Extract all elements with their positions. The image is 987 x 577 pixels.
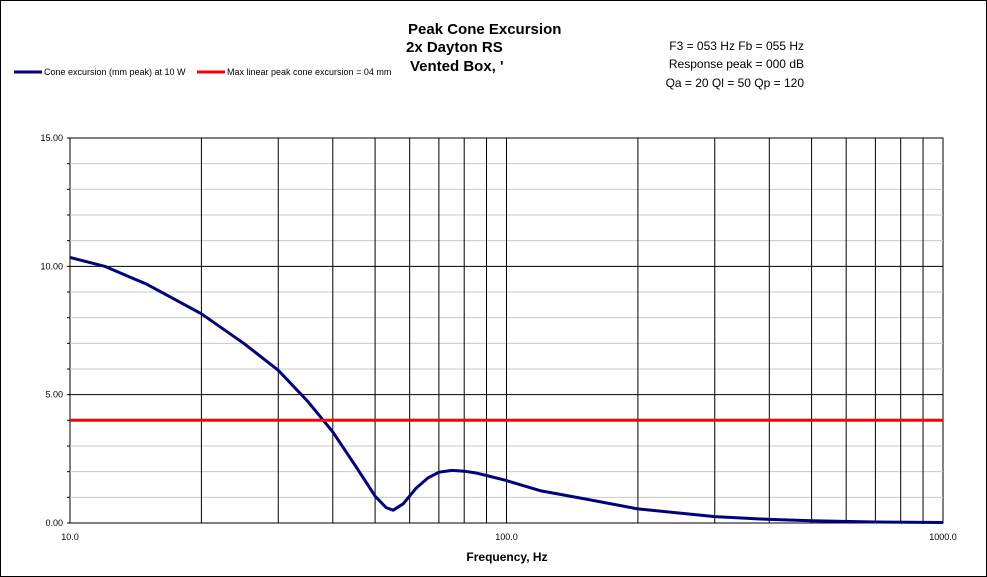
series-0-point (278, 370, 279, 371)
x-tick-label: 10.0 (61, 532, 79, 542)
series-0-point (714, 516, 715, 517)
series-0-point (375, 496, 376, 497)
series-0-point (451, 470, 452, 471)
y-tick-label: 0.00 (45, 518, 63, 528)
series-0-point (332, 431, 333, 432)
series-0-point (637, 508, 638, 509)
series-0-point (243, 343, 244, 344)
chart-title-line-3: Vented Box, ' (410, 58, 504, 75)
legend-label-max-linear: Max linear peak cone excursion = 04 mm (227, 67, 391, 77)
x-tick-label: 1000.0 (929, 532, 957, 542)
series-0-point (475, 472, 476, 473)
series-1-point (943, 420, 944, 421)
x-axis-title: Frequency, Hz (466, 550, 547, 564)
series-0-point (438, 472, 439, 473)
series-0-point (393, 510, 394, 511)
info-line-2: Response peak = 000 dB (668, 57, 804, 71)
info-line-3: Qa = 20 Ql = 50 Qp = 120 (665, 76, 804, 90)
y-tick-label: 10.00 (40, 261, 63, 271)
chart-title-line-1: Peak Cone Excursion (408, 21, 562, 38)
series-0-point (427, 478, 428, 479)
series-0-point (201, 313, 202, 314)
series-0-point (70, 257, 71, 258)
y-tick-label: 5.00 (45, 390, 63, 400)
legend-label-cone-excursion: Cone excursion (mm peak) at 10 W (44, 67, 186, 77)
series-0-point (875, 521, 876, 522)
series-0-point (415, 488, 416, 489)
series-0-point (104, 266, 105, 267)
info-line-1: F3 = 053 Hz Fb = 055 Hz (669, 39, 804, 53)
chart-title-line-2: 2x Dayton RS (406, 39, 503, 56)
series-0-point (506, 480, 507, 481)
series-0-point (583, 498, 584, 499)
series-0-point (486, 475, 487, 476)
legend: Cone excursion (mm peak) at 10 W Max lin… (14, 67, 391, 77)
series-0-point (146, 284, 147, 285)
series-0-point (541, 490, 542, 491)
x-tick-label: 100.0 (495, 532, 518, 542)
series-line-0 (69, 255, 944, 524)
series-0-point (307, 401, 308, 402)
series-0-point (769, 519, 770, 520)
series-0-point (811, 520, 812, 521)
series-0-point (943, 522, 944, 523)
series-0-point (355, 465, 356, 466)
series-0-point (464, 471, 465, 472)
series-0-point (403, 503, 404, 504)
series-0-point (386, 507, 387, 508)
y-tick-label: 15.00 (40, 133, 63, 143)
